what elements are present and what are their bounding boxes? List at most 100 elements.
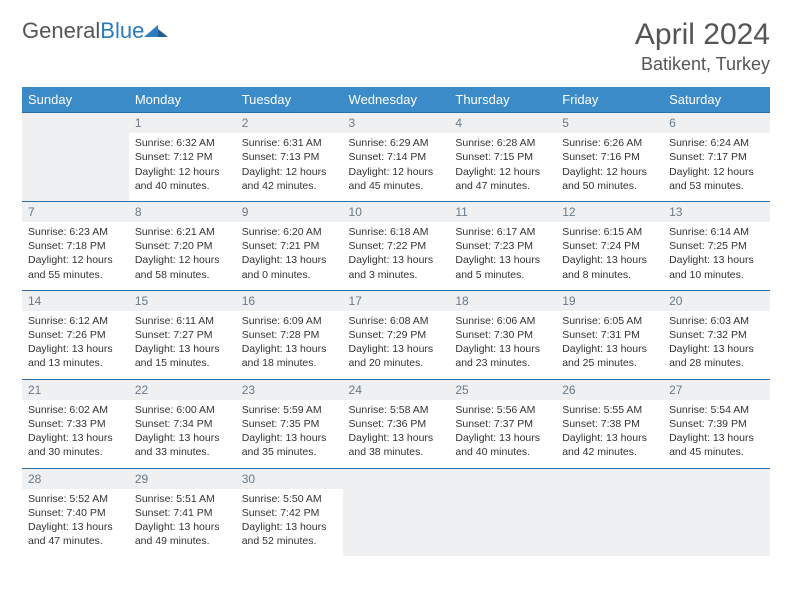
detail-line: Sunrise: 6:31 AM	[242, 136, 337, 150]
detail-line: and 47 minutes.	[28, 534, 123, 548]
detail-line: and 33 minutes.	[135, 445, 230, 459]
detail-line: Sunrise: 5:58 AM	[349, 403, 444, 417]
detail-line: and 20 minutes.	[349, 356, 444, 370]
detail-line: Sunrise: 6:09 AM	[242, 314, 337, 328]
detail-line: Sunset: 7:33 PM	[28, 417, 123, 431]
detail-line: Daylight: 12 hours	[135, 165, 230, 179]
detail-line: Daylight: 13 hours	[455, 431, 550, 445]
detail-line: and 40 minutes.	[135, 179, 230, 193]
day-details: Sunrise: 5:58 AMSunset: 7:36 PMDaylight:…	[349, 403, 444, 460]
day-number: 19	[556, 291, 663, 311]
detail-line: Sunrise: 6:06 AM	[455, 314, 550, 328]
detail-line: Daylight: 12 hours	[562, 165, 657, 179]
calendar-cell	[22, 113, 129, 202]
detail-line: and 55 minutes.	[28, 268, 123, 282]
detail-line: Sunset: 7:38 PM	[562, 417, 657, 431]
calendar-week: 1Sunrise: 6:32 AMSunset: 7:12 PMDaylight…	[22, 113, 770, 202]
calendar-header-row: SundayMondayTuesdayWednesdayThursdayFrid…	[22, 87, 770, 113]
calendar-cell: 19Sunrise: 6:05 AMSunset: 7:31 PMDayligh…	[556, 290, 663, 379]
day-number: 15	[129, 291, 236, 311]
day-details: Sunrise: 6:23 AMSunset: 7:18 PMDaylight:…	[28, 225, 123, 282]
detail-line: Sunset: 7:40 PM	[28, 506, 123, 520]
detail-line: Sunrise: 5:51 AM	[135, 492, 230, 506]
detail-line: and 38 minutes.	[349, 445, 444, 459]
day-number: 6	[663, 113, 770, 133]
day-details: Sunrise: 6:00 AMSunset: 7:34 PMDaylight:…	[135, 403, 230, 460]
day-details: Sunrise: 6:32 AMSunset: 7:12 PMDaylight:…	[135, 136, 230, 193]
detail-line: Sunset: 7:35 PM	[242, 417, 337, 431]
detail-line: Daylight: 13 hours	[562, 342, 657, 356]
day-details: Sunrise: 6:18 AMSunset: 7:22 PMDaylight:…	[349, 225, 444, 282]
detail-line: and 58 minutes.	[135, 268, 230, 282]
location: Batikent, Turkey	[635, 54, 770, 75]
day-number: 22	[129, 380, 236, 400]
day-details: Sunrise: 6:21 AMSunset: 7:20 PMDaylight:…	[135, 225, 230, 282]
detail-line: Sunrise: 6:08 AM	[349, 314, 444, 328]
day-header: Tuesday	[236, 87, 343, 113]
day-number: 16	[236, 291, 343, 311]
calendar-week: 28Sunrise: 5:52 AMSunset: 7:40 PMDayligh…	[22, 468, 770, 556]
detail-line: Daylight: 12 hours	[349, 165, 444, 179]
detail-line: Sunset: 7:18 PM	[28, 239, 123, 253]
detail-line: Sunrise: 6:11 AM	[135, 314, 230, 328]
detail-line: Sunset: 7:27 PM	[135, 328, 230, 342]
day-details: Sunrise: 5:50 AMSunset: 7:42 PMDaylight:…	[242, 492, 337, 549]
detail-line: Sunrise: 6:24 AM	[669, 136, 764, 150]
detail-line: Daylight: 13 hours	[669, 342, 764, 356]
detail-line: Sunset: 7:29 PM	[349, 328, 444, 342]
logo-word1: General	[22, 18, 100, 43]
detail-line: Sunrise: 6:26 AM	[562, 136, 657, 150]
detail-line: Sunset: 7:42 PM	[242, 506, 337, 520]
detail-line: Daylight: 13 hours	[562, 253, 657, 267]
detail-line: Sunset: 7:12 PM	[135, 150, 230, 164]
detail-line: Sunset: 7:17 PM	[669, 150, 764, 164]
detail-line: Sunrise: 6:14 AM	[669, 225, 764, 239]
detail-line: Daylight: 12 hours	[28, 253, 123, 267]
detail-line: Sunset: 7:34 PM	[135, 417, 230, 431]
day-number: 26	[556, 380, 663, 400]
calendar-cell	[449, 468, 556, 556]
day-number: 7	[22, 202, 129, 222]
detail-line: Sunset: 7:23 PM	[455, 239, 550, 253]
calendar-cell: 29 Sunrise: 5:51 AMSunset: 7:41 PMDayligh…	[129, 468, 236, 556]
detail-line: Sunrise: 6:28 AM	[455, 136, 550, 150]
detail-line: and 42 minutes.	[562, 445, 657, 459]
day-number: 24	[343, 380, 450, 400]
detail-line: Sunrise: 6:05 AM	[562, 314, 657, 328]
detail-line: Daylight: 13 hours	[135, 520, 230, 534]
day-number: 29	[129, 469, 236, 489]
detail-line: and 5 minutes.	[455, 268, 550, 282]
day-number: 10	[343, 202, 450, 222]
title-block: April 2024 Batikent, Turkey	[635, 18, 770, 75]
day-header: Wednesday	[343, 87, 450, 113]
day-number: 21	[22, 380, 129, 400]
day-details: Sunrise: 6:20 AMSunset: 7:21 PMDaylight:…	[242, 225, 337, 282]
day-number: 5	[556, 113, 663, 133]
calendar-cell: 1Sunrise: 6:32 AMSunset: 7:12 PMDaylight…	[129, 113, 236, 202]
day-header: Sunday	[22, 87, 129, 113]
detail-line: Sunset: 7:26 PM	[28, 328, 123, 342]
day-details: Sunrise: 6:08 AMSunset: 7:29 PMDaylight:…	[349, 314, 444, 371]
calendar-cell: 28Sunrise: 5:52 AMSunset: 7:40 PMDayligh…	[22, 468, 129, 556]
calendar-cell: 12Sunrise: 6:15 AMSunset: 7:24 PMDayligh…	[556, 201, 663, 290]
detail-line: Sunset: 7:14 PM	[349, 150, 444, 164]
detail-line: Sunrise: 6:15 AM	[562, 225, 657, 239]
detail-line: Sunrise: 5:52 AM	[28, 492, 123, 506]
detail-line: and 15 minutes.	[135, 356, 230, 370]
calendar-cell: 8Sunrise: 6:21 AMSunset: 7:20 PMDaylight…	[129, 201, 236, 290]
logo-text: GeneralBlue	[22, 18, 144, 44]
detail-line: Daylight: 13 hours	[135, 431, 230, 445]
detail-line: Sunrise: 5:55 AM	[562, 403, 657, 417]
calendar-cell: 17Sunrise: 6:08 AMSunset: 7:29 PMDayligh…	[343, 290, 450, 379]
day-details: Sunrise: 6:28 AMSunset: 7:15 PMDaylight:…	[455, 136, 550, 193]
detail-line: and 10 minutes.	[669, 268, 764, 282]
detail-line: and 13 minutes.	[28, 356, 123, 370]
day-details: Sunrise: 5:51 AMSunset: 7:41 PMDaylight:…	[135, 492, 230, 549]
detail-line: Daylight: 13 hours	[455, 253, 550, 267]
day-details: Sunrise: 6:09 AMSunset: 7:28 PMDaylight:…	[242, 314, 337, 371]
detail-line: Daylight: 13 hours	[242, 431, 337, 445]
detail-line: Daylight: 12 hours	[455, 165, 550, 179]
detail-line: Sunrise: 5:56 AM	[455, 403, 550, 417]
day-details: Sunrise: 5:59 AMSunset: 7:35 PMDaylight:…	[242, 403, 337, 460]
day-number: 20	[663, 291, 770, 311]
